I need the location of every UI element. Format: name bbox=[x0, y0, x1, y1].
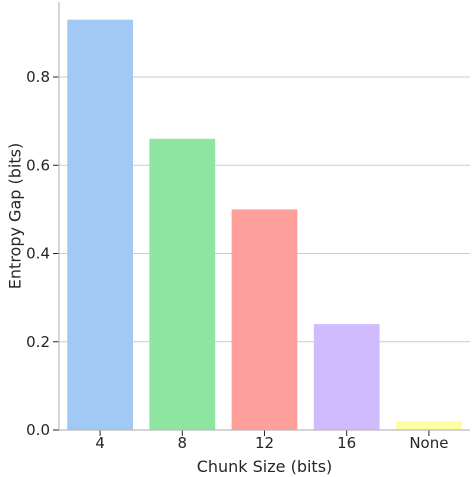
x-tick-label: 12 bbox=[255, 434, 274, 452]
bar-8 bbox=[149, 138, 216, 430]
y-tick-label: 0.2 bbox=[26, 333, 50, 351]
x-tick-label: None bbox=[409, 434, 448, 452]
y-tick-label: 0.6 bbox=[26, 156, 50, 174]
x-axis-title: Chunk Size (bits) bbox=[197, 457, 333, 476]
bar-4 bbox=[67, 19, 133, 431]
bars bbox=[67, 19, 462, 431]
x-tick-label: 16 bbox=[337, 434, 356, 452]
y-axis-title: Entropy Gap (bits) bbox=[6, 143, 25, 289]
y-tick-label: 0.0 bbox=[26, 421, 50, 439]
bar-16 bbox=[313, 324, 380, 430]
y-tick-label: 0.4 bbox=[26, 245, 50, 263]
tick-labels: 0.0 0.2 0.4 0.6 0.8 4 8 12 16 None bbox=[26, 68, 448, 452]
axes bbox=[53, 2, 470, 436]
x-tick-label: 8 bbox=[178, 434, 188, 452]
bar-12 bbox=[231, 209, 298, 430]
y-tick-label: 0.8 bbox=[26, 68, 50, 86]
bar-none bbox=[396, 421, 462, 430]
x-tick-label: 4 bbox=[95, 434, 105, 452]
